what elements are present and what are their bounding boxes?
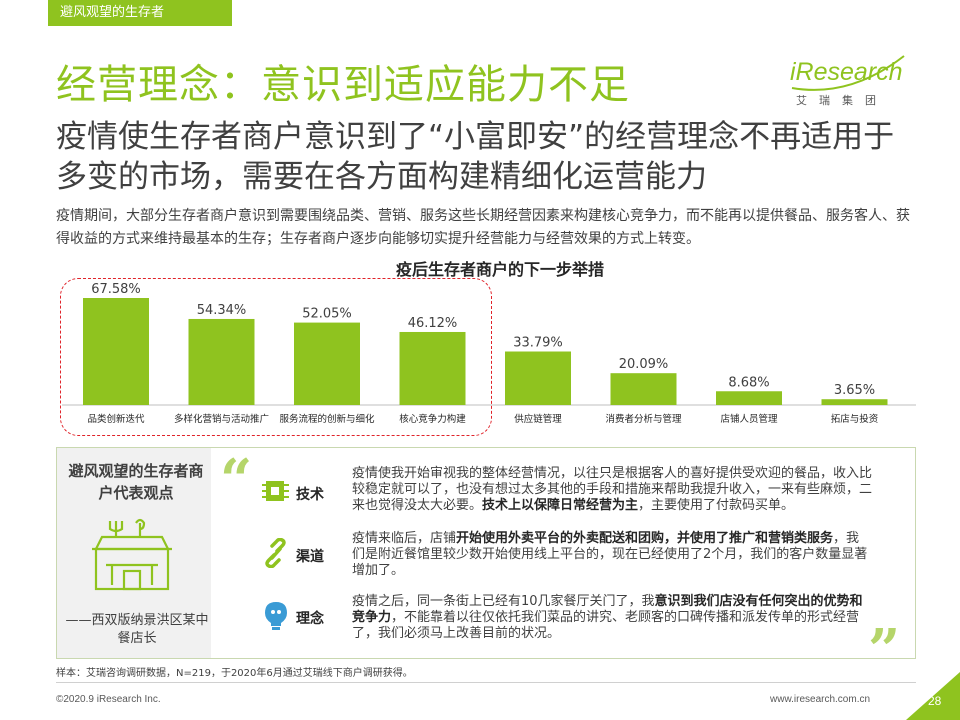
category-label: 核心竞争力构建: [399, 413, 466, 425]
page-subtitle: 疫情使生存者商户意识到了“小富即安”的经营理念不再适用于多变的市场，需要在各方面…: [56, 119, 895, 195]
bar-5: [505, 351, 571, 405]
category-label: 消费者分析与管理: [605, 413, 682, 425]
bar-value-label: 33.79%: [513, 336, 563, 351]
iresearch-logo: iResearch 艾瑞集团: [790, 54, 908, 114]
category-label: 服务流程的创新与细化: [279, 413, 375, 425]
panel-heading: 避风观望的生存者商户代表观点: [68, 462, 204, 502]
intro-paragraph: 疫情期间，大部分生存者商户意识到需要围绕品类、营销、服务这些长期经营因素来构建核…: [56, 208, 910, 247]
panel-sidebar: [57, 448, 211, 658]
quote-panel: [56, 447, 916, 659]
quote-channel-emphasis: 开始使用外卖平台的外卖配送和团购，并使用了推广和营销类服务: [456, 531, 834, 546]
quote-tech: 疫情使我开始审视我的整体经营情况，以往只是根据客人的喜好提供受欢迎的餐品，收入比…: [352, 466, 872, 514]
quote-concept-tail: ，不能靠着以往仅依托我们菜品的讲究、老顾客的口碑传播和派发传单的形式经营了，我们…: [352, 610, 860, 641]
topic-label-tech: 技术: [296, 487, 324, 503]
quote-concept-emphasis: 意识到我们店没有任何突出的优势和竞争力: [352, 594, 863, 625]
bar-value-label: 8.68%: [728, 375, 769, 390]
quote-channel-tail: ，我们是附近餐馆里较少数开始使用线上平台的，现在已经使用了2个月，我们的客户数量…: [352, 531, 868, 578]
bar-4: [399, 331, 466, 405]
bar-value-label: 52.05%: [302, 307, 352, 322]
bar-7: [716, 391, 782, 405]
quote-channel-text: 疫情来临后，店铺: [352, 531, 457, 546]
category-label: 拓店与投资: [831, 413, 879, 425]
bar-3: [294, 322, 360, 405]
highlight-dashed-frame: [60, 278, 492, 436]
logo-subtext: 艾瑞集团: [796, 94, 888, 107]
logo-wordmark: iResearch: [790, 58, 903, 86]
bar-6: [610, 373, 677, 405]
bar-value-label: 54.34%: [197, 303, 247, 318]
quote-concept-text: 疫情之后，同一条街上已经有10几家餐厅关门了，我: [352, 594, 655, 609]
quote-tech-tail: ，主要使用了付款码买单。: [638, 498, 795, 513]
topic-label-channel: 渠道: [296, 549, 324, 565]
lightbulb-icon: [265, 602, 287, 630]
open-quote-icon: “: [220, 447, 253, 513]
link-icon: [265, 538, 286, 568]
chip-icon: [262, 481, 289, 501]
page-title: 经营理念：意识到适应能力不足: [56, 62, 630, 108]
category-label: 品类创新迭代: [87, 413, 145, 425]
logo-swoosh-icon: [791, 55, 905, 91]
category-label: 供应链管理: [514, 413, 562, 425]
category-label: 多样化营销与活动推广: [174, 413, 269, 425]
copyright-text: ©2020.9 iResearch Inc.: [56, 694, 161, 705]
bar-1: [83, 298, 149, 405]
bar-value-label: 67.58%: [91, 282, 141, 297]
category-label: 店铺人员管理: [720, 413, 778, 425]
footer-divider: [56, 682, 916, 683]
quote-channel: 疫情来临后，店铺开始使用外卖平台的外卖配送和团购，并使用了推广和营销类服务，我们…: [352, 531, 872, 579]
page-number: 28: [928, 694, 942, 708]
quote-source: ——西双版纳景洪区某中餐店长: [65, 613, 209, 646]
bar-value-label: 20.09%: [619, 357, 669, 372]
close-quote-icon: ”: [868, 617, 901, 683]
section-tab: 避风观望的生存者: [48, 0, 232, 26]
website-url: www.iresearch.com.cn: [770, 694, 871, 705]
bar-2: [188, 318, 255, 405]
bar-chart: 67.58% 品类创新迭代 54.34% 多样化营销与活动推广 52.05% 服务流程的创…: [62, 282, 916, 425]
chart-title: 疫后生存者商户的下一步举措: [395, 260, 604, 279]
quote-tech-emphasis: 技术上以保障日常经营为主: [482, 498, 639, 513]
quote-tech-text: 疫情使我开始审视我的整体经营情况，以往只是根据客人的喜好提供受欢迎的餐品，收入比…: [352, 466, 873, 513]
page-number-badge: [906, 672, 960, 720]
restaurant-icon: [92, 518, 172, 591]
bar-8: [821, 399, 888, 405]
sample-note: 样本：艾瑞咨询调研数据，N=219，于2020年6月通过艾瑞线下商户调研获得。: [56, 668, 413, 679]
bar-value-label: 3.65%: [834, 383, 875, 398]
bar-value-label: 46.12%: [408, 316, 458, 331]
topic-label-concept: 理念: [296, 611, 324, 627]
quote-concept: 疫情之后，同一条街上已经有10几家餐厅关门了，我意识到我们店没有任何突出的优势和…: [352, 594, 872, 642]
